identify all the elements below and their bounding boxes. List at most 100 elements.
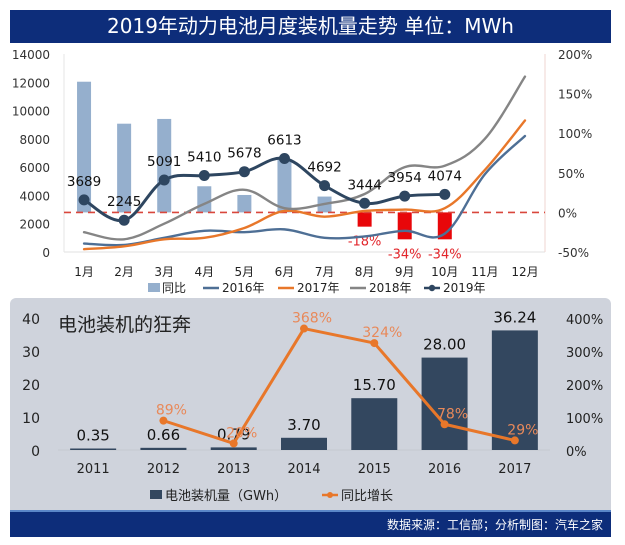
right-axis-tick-label: 0% bbox=[558, 206, 577, 220]
series-2019-point bbox=[198, 169, 210, 181]
yoy-bar bbox=[77, 81, 92, 213]
annual-install-label: 0.66 bbox=[147, 426, 180, 444]
x-axis-month-label: 5月 bbox=[235, 265, 255, 279]
legend-growth-marker bbox=[327, 492, 333, 498]
series-2019-point bbox=[78, 194, 90, 206]
x-axis-month-label: 11月 bbox=[471, 265, 498, 279]
yoy-growth-point bbox=[370, 339, 379, 348]
series-2019-data-label: 2245 bbox=[107, 194, 141, 210]
yoy-growth-label: 20% bbox=[226, 425, 257, 441]
annual-install-bar bbox=[281, 437, 327, 450]
series-2019-point bbox=[399, 190, 411, 202]
left-axis-tick-label: 6000 bbox=[19, 161, 50, 175]
legend-2019-label: 2019年 bbox=[443, 281, 486, 295]
left-axis-tick-label: 10000 bbox=[12, 105, 50, 119]
series-2019-point bbox=[439, 188, 451, 200]
legend-2017-label: 2017年 bbox=[297, 281, 340, 295]
yoy-bar-label: -34% bbox=[388, 247, 422, 262]
left-axis-tick-label: 2000 bbox=[19, 218, 50, 232]
series-2017-line bbox=[82, 119, 527, 251]
x-axis-month-label: 1月 bbox=[74, 265, 94, 279]
legend-yoy-swatch bbox=[148, 283, 160, 292]
left-axis-tick-label: 8000 bbox=[19, 133, 50, 147]
legend-install-swatch bbox=[150, 490, 162, 499]
annual-install-label: 0.35 bbox=[76, 427, 109, 445]
right-axis-tick-label: 150% bbox=[558, 88, 592, 102]
series-2019-data-label: 4692 bbox=[307, 160, 341, 176]
yoy-bar bbox=[277, 159, 292, 213]
annual-install-bar bbox=[140, 447, 187, 450]
legend-growth-label: 同比增长 bbox=[341, 489, 393, 504]
annual-install-bar bbox=[491, 330, 538, 450]
yoy-bar bbox=[237, 194, 252, 213]
bottom-x-axis-year-label: 2012 bbox=[147, 462, 180, 477]
x-axis-month-label: 10月 bbox=[431, 265, 458, 279]
x-axis-month-label: 12月 bbox=[511, 265, 538, 279]
bottom-right-axis-tick-label: 400% bbox=[566, 313, 603, 328]
legend-install-label: 电池装机量（GWh） bbox=[165, 489, 287, 504]
yoy-bar bbox=[397, 212, 412, 240]
x-axis-month-label: 9月 bbox=[395, 265, 415, 279]
yoy-growth-label: 368% bbox=[292, 311, 332, 327]
bottom-x-axis-year-label: 2011 bbox=[77, 462, 110, 477]
annual-install-bar bbox=[421, 357, 468, 450]
series-2019-line bbox=[82, 156, 447, 223]
left-axis-tick-label: 4000 bbox=[19, 189, 50, 203]
yoy-growth-line bbox=[162, 327, 516, 445]
series-2019-data-label: 5410 bbox=[187, 149, 221, 165]
series-2019-point bbox=[158, 174, 170, 186]
bottom-right-axis-tick-label: 100% bbox=[566, 412, 603, 427]
series-2019-data-label: 4074 bbox=[428, 168, 462, 184]
series-2019-data-label: 3689 bbox=[67, 174, 101, 190]
left-axis-tick-label: 12000 bbox=[12, 76, 50, 90]
annual-install-label: 36.24 bbox=[493, 308, 536, 326]
legend-2019-marker bbox=[428, 284, 436, 292]
legend-2018-label: 2018年 bbox=[369, 281, 412, 295]
yoy-bar-label: -34% bbox=[428, 247, 462, 262]
series-2019-data-label: 3444 bbox=[347, 177, 381, 193]
right-axis-tick-label: -50% bbox=[558, 246, 589, 260]
bottom-x-axis-year-label: 2017 bbox=[498, 462, 531, 477]
bottom-right-axis-tick-label: 300% bbox=[566, 346, 603, 361]
yoy-bar bbox=[437, 212, 452, 240]
yoy-bar bbox=[197, 186, 212, 213]
legend-2016-label: 2016年 bbox=[222, 281, 265, 295]
yoy-growth-point bbox=[229, 439, 238, 448]
series-2019-point bbox=[319, 180, 331, 192]
bottom-left-axis-tick-label: 10 bbox=[22, 411, 40, 427]
right-axis-tick-label: 100% bbox=[558, 127, 592, 141]
chart-title-banner: 2019年动力电池月度装机量走势 单位：MWh bbox=[10, 10, 611, 43]
bottom-left-axis-tick-label: 30 bbox=[22, 345, 40, 361]
yoy-growth-point bbox=[440, 420, 449, 429]
annual-install-bar bbox=[210, 447, 257, 450]
yoy-bar bbox=[117, 123, 132, 213]
yoy-growth-label: 78% bbox=[437, 406, 468, 422]
annual-install-label: 3.70 bbox=[287, 416, 320, 434]
bottom-right-axis-tick-label: 200% bbox=[566, 379, 603, 394]
x-axis-month-label: 3月 bbox=[154, 265, 174, 279]
yoy-bar bbox=[157, 118, 172, 213]
bottom-x-axis-year-label: 2015 bbox=[358, 462, 391, 477]
bottom-right-axis-tick-label: 0% bbox=[566, 445, 587, 460]
bottom-x-axis-year-label: 2016 bbox=[428, 462, 461, 477]
yoy-bar-label: -18% bbox=[348, 235, 382, 250]
bottom-x-axis-year-label: 2013 bbox=[217, 462, 250, 477]
right-axis-tick-label: 200% bbox=[558, 48, 592, 62]
series-2019-point bbox=[238, 166, 250, 178]
bottom-left-axis-tick-label: 20 bbox=[22, 378, 40, 394]
x-axis-month-label: 6月 bbox=[275, 265, 295, 279]
series-2019-data-label: 3954 bbox=[388, 170, 422, 186]
x-axis-month-label: 4月 bbox=[194, 265, 214, 279]
x-axis-month-label: 2月 bbox=[114, 265, 134, 279]
annual-install-label: 15.70 bbox=[353, 376, 396, 394]
annual-install-bar bbox=[70, 448, 117, 450]
yoy-growth-point bbox=[300, 324, 308, 333]
series-2019-data-label: 6613 bbox=[267, 132, 301, 148]
bottom-x-axis-year-label: 2014 bbox=[287, 462, 320, 477]
yoy-growth-label: 89% bbox=[156, 403, 187, 419]
series-2019-point bbox=[118, 214, 130, 226]
legend-yoy-label: 同比 bbox=[162, 281, 186, 295]
x-axis-month-label: 8月 bbox=[355, 265, 375, 279]
yoy-growth-point bbox=[159, 416, 168, 425]
